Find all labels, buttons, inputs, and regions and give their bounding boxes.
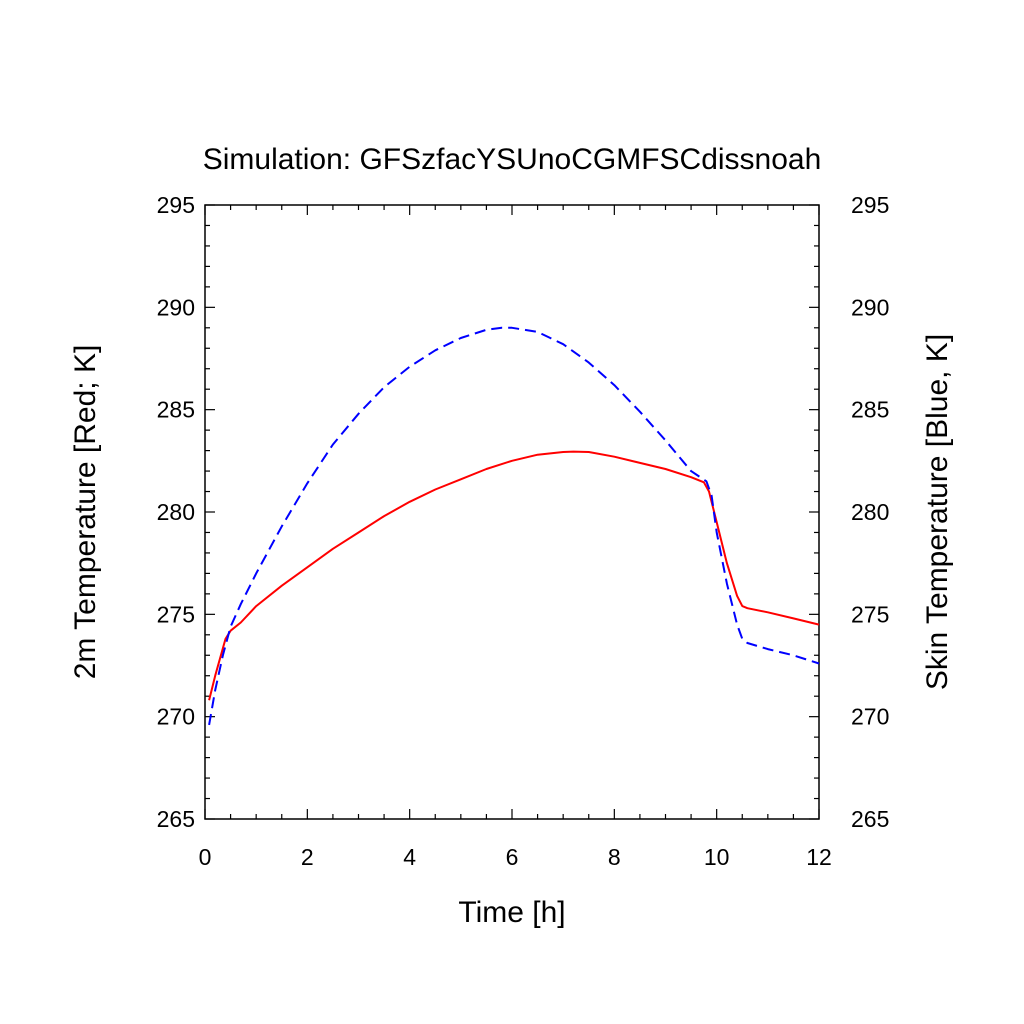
y-tick-label-left: 280 [157, 499, 195, 525]
axis-ticks: 0 2 4 6 8 10 12 265 265 270 270 275 275 280 280 285 285 2… [157, 192, 890, 870]
y-tick-label-left: 265 [157, 806, 195, 832]
y-tick-label-left: 285 [157, 397, 195, 423]
x-tick-label: 8 [608, 844, 621, 870]
y-tick-label-left: 275 [157, 601, 195, 627]
y-tick-label-right: 275 [851, 601, 889, 627]
y-tick-label-left: 290 [157, 294, 195, 320]
x-tick-label: 10 [704, 844, 730, 870]
series-layer [208, 326, 820, 726]
y-tick-label-right: 290 [851, 294, 889, 320]
y-tick-label-right: 285 [851, 397, 889, 423]
x-tick-label: 4 [403, 844, 416, 870]
y-tick-label-right: 270 [851, 704, 889, 730]
series-line-skin-temperature [208, 326, 820, 726]
plot-frame [204, 204, 820, 820]
chart-title: Simulation: GFSzfacYSUnoCGMFSCdissnoah [203, 143, 822, 176]
y-tick-label-left: 270 [157, 704, 195, 730]
y-axis-label-left: 2m Temperature [Red; K] [69, 345, 102, 680]
y-tick-label-right: 280 [851, 499, 889, 525]
y-tick-label-left: 295 [157, 192, 195, 218]
x-tick-label: 6 [506, 844, 519, 870]
x-tick-label: 12 [806, 844, 832, 870]
x-tick-label: 2 [301, 844, 314, 870]
x-axis-label: Time [h] [458, 896, 565, 929]
y-tick-label-right: 295 [851, 192, 889, 218]
x-tick-label: 0 [199, 844, 212, 870]
series-line-2m-temperature [208, 450, 820, 701]
y-axis-label-right: Skin Temperature [Blue, K] [921, 334, 954, 690]
y-tick-label-right: 265 [851, 806, 889, 832]
